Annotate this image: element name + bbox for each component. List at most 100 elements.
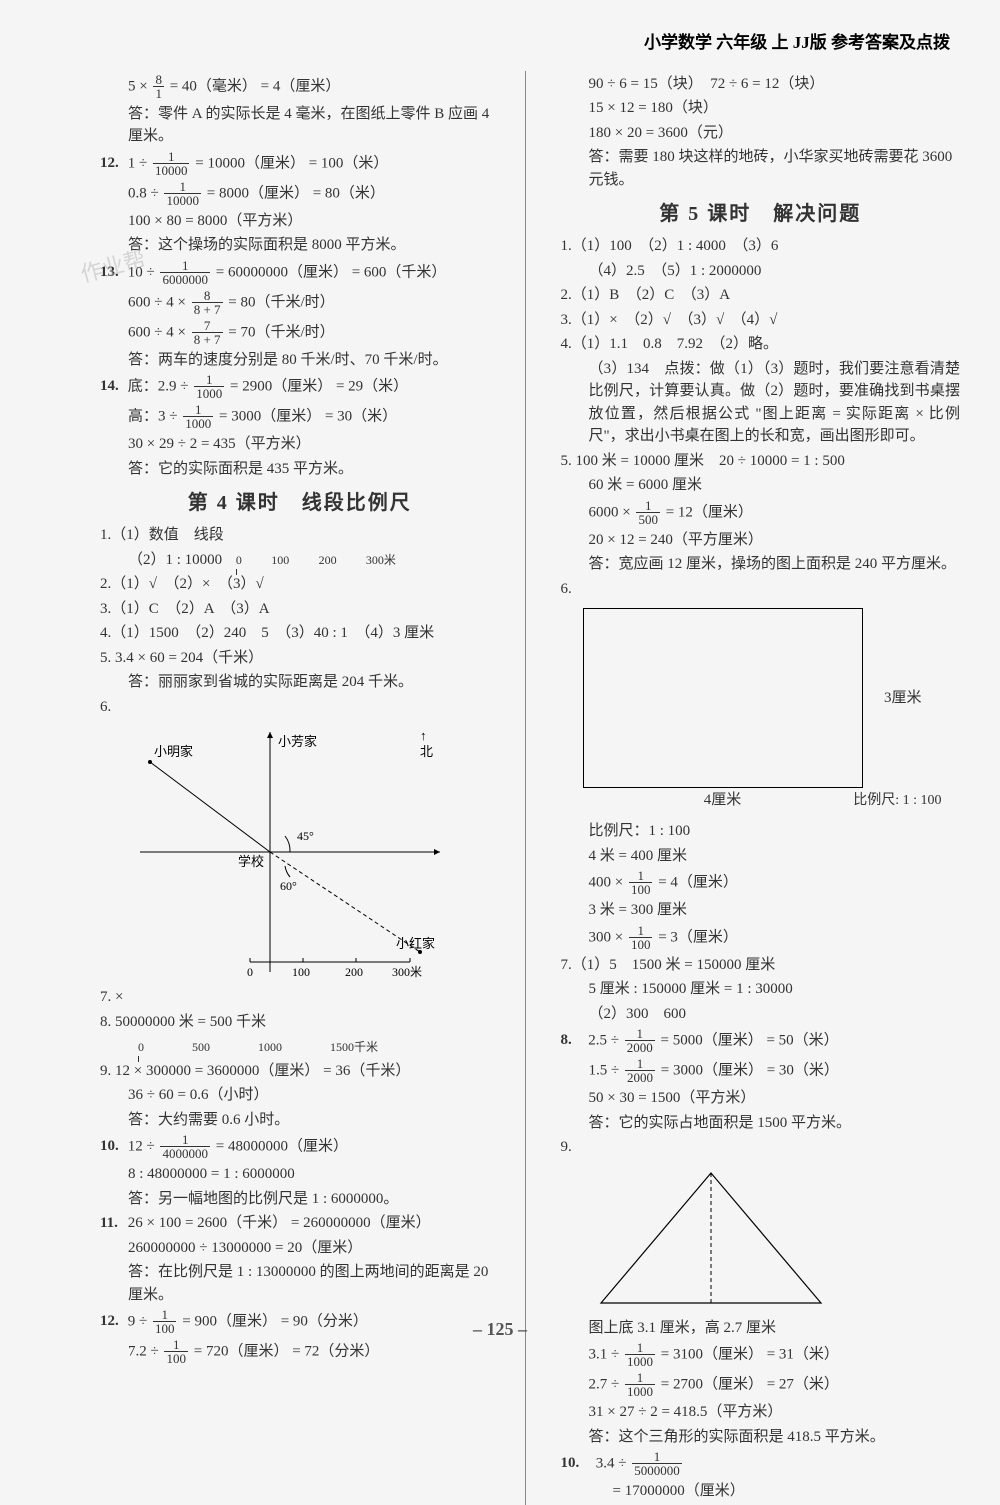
q13: 13. 10 ÷ 16000000 = 60000000（厘米） = 600（千… <box>100 259 500 287</box>
text: 3.4 ÷ <box>596 1455 630 1471</box>
expr-line: 60 米 = 6000 厘米 <box>561 474 961 497</box>
s4-q6: 6. <box>100 696 500 719</box>
text: 6000 × <box>589 504 635 520</box>
text: 5 × <box>128 78 151 94</box>
s4-q3: 3.（1）C （2）A （3）A <box>100 598 500 621</box>
expr-line: = 17000000（厘米） <box>561 1480 961 1503</box>
expr-line: 15 × 12 = 180（块） <box>561 97 961 120</box>
main-content: 5 × 81 = 40（毫米） = 4（厘米） 答：零件 A 的实际长是 4 毫… <box>40 71 960 1505</box>
expr-line: 36 ÷ 60 = 0.6（小时） <box>100 1084 500 1107</box>
expr-line: 5 × 81 = 40（毫米） = 4（厘米） <box>100 73 500 101</box>
fraction: 1500 <box>636 499 660 527</box>
s4-q2: 2.（1）√ （2）× （3）√ <box>100 573 500 596</box>
right-column: 90 ÷ 6 = 15（块） 72 ÷ 6 = 12（块） 15 × 12 = … <box>551 71 961 1505</box>
text: 底：2.9 ÷ <box>128 378 192 394</box>
text: = 2900（厘米） = 29（米） <box>230 378 408 394</box>
s4-q8: 8. 50000000 米 = 500 千米 <box>100 1011 500 1034</box>
text: = 5000（厘米） = 50（米） <box>660 1032 838 1048</box>
text: 1 ÷ <box>128 155 151 171</box>
expr-line: 50 × 30 = 1500（平方米） <box>561 1087 961 1110</box>
fraction: 11000 <box>183 403 213 431</box>
s4-q1-2: （2）1 : 10000 0 100 200 300米 <box>100 549 500 572</box>
text: = 720（厘米） = 72（分米） <box>194 1343 380 1359</box>
svg-text:北: 北 <box>420 744 433 759</box>
label: 13. <box>100 261 124 284</box>
fraction: 14000000 <box>160 1133 210 1161</box>
tick-label: 500 <box>192 1038 210 1056</box>
s5-q2: 2.（1）B （2）C （3）A <box>561 284 961 307</box>
fraction: 12000 <box>625 1027 655 1055</box>
tick-label: 1500千米 <box>330 1038 378 1056</box>
answer-line: 答：这个操场的实际面积是 8000 平方米。 <box>100 234 500 257</box>
label: 14. <box>100 375 124 398</box>
answer-line: 答：两车的速度分别是 80 千米/时、70 千米/时。 <box>100 349 500 372</box>
fraction: 88 + 7 <box>192 289 223 317</box>
text: = 10000（厘米） = 100（米） <box>195 155 388 171</box>
expr-line: 5 厘米 : 150000 厘米 = 1 : 30000 <box>561 978 961 1001</box>
fraction: 81 <box>153 73 164 101</box>
page-number: – 125 – <box>0 1316 1000 1343</box>
svg-text:学校: 学校 <box>238 854 264 869</box>
answer-line: 答：这个三角形的实际面积是 418.5 平方米。 <box>561 1426 961 1449</box>
svg-text:200: 200 <box>345 965 363 979</box>
section-5-title: 第 5 课时 解决问题 <box>561 199 961 229</box>
fraction: 15000000 <box>632 1450 682 1478</box>
tick-label: 100 <box>271 551 289 569</box>
text: 0.8 ÷ <box>128 185 162 201</box>
ruler-line: 0 500 1000 1500千米 <box>100 1035 500 1058</box>
s5-q1b: （4）2.5 （5）1 : 2000000 <box>561 260 961 283</box>
fraction: 11000 <box>625 1341 655 1369</box>
triangle-diagram <box>581 1163 841 1313</box>
rect-right-label: 3厘米 <box>884 687 922 710</box>
expr-line: 20 × 12 = 240（平方厘米） <box>561 529 961 552</box>
tick-label: 200 <box>319 551 337 569</box>
expr-line: 600 ÷ 4 × 88 + 7 = 80（千米/时） <box>100 289 500 317</box>
text: = 3000（厘米） = 30（米） <box>661 1062 839 1078</box>
svg-text:小芳家: 小芳家 <box>278 734 317 749</box>
expr-line: 高：3 ÷ 11000 = 3000（厘米） = 30（米） <box>100 403 500 431</box>
s5-q7: 7.（1）5 1500 米 = 150000 厘米 <box>561 954 961 977</box>
expr-line: 3.1 ÷ 11000 = 3100（厘米） = 31（米） <box>561 1341 961 1369</box>
expr-line: 0.8 ÷ 110000 = 8000（厘米） = 80（米） <box>100 180 500 208</box>
text: 2.7 ÷ <box>589 1376 623 1392</box>
expr-line: 31 × 27 ÷ 2 = 418.5（平方米） <box>561 1401 961 1424</box>
text: 26 × 100 = 2600（千米） = 260000000（厘米） <box>128 1215 431 1231</box>
expr-line: 180 × 20 = 3600（元） <box>561 122 961 145</box>
text: = 48000000（厘米） <box>216 1138 348 1154</box>
fraction: 78 + 7 <box>192 319 223 347</box>
text: = 2700（厘米） = 27（米） <box>661 1376 839 1392</box>
s4-q5: 5. 3.4 × 60 = 204（千米） <box>100 647 500 670</box>
s4-q9: 9. 12 × 300000 = 3600000（厘米） = 36（千米） <box>100 1060 500 1083</box>
expr-line: 90 ÷ 6 = 15（块） 72 ÷ 6 = 12（块） <box>561 73 961 96</box>
text: （2）1 : 10000 <box>128 552 222 568</box>
s5-q3: 3.（1）× （2）√ （3）√ （4）√ <box>561 309 961 332</box>
s5-q5: 5. 100 米 = 10000 厘米 20 ÷ 10000 = 1 : 500 <box>561 450 961 473</box>
svg-text:小明家: 小明家 <box>154 744 193 759</box>
svg-text:小红家: 小红家 <box>396 936 435 951</box>
scale-ruler: 0 100 200 300米 <box>236 551 396 569</box>
text: = 3100（厘米） = 31（米） <box>661 1346 839 1362</box>
section-4-title: 第 4 课时 线段比例尺 <box>100 488 500 518</box>
svg-text:0: 0 <box>247 965 253 979</box>
label: 10. <box>100 1135 124 1158</box>
left-column: 5 × 81 = 40（毫米） = 4（厘米） 答：零件 A 的实际长是 4 毫… <box>40 71 500 1505</box>
fraction: 1100 <box>629 924 653 952</box>
text: = 40（毫米） = 4（厘米） <box>170 78 341 94</box>
s5-q10: 10. 3.4 ÷ 15000000 <box>561 1450 961 1478</box>
expr-line: 600 ÷ 4 × 78 + 7 = 70（千米/时） <box>100 319 500 347</box>
text: 3.1 ÷ <box>589 1346 623 1362</box>
tick-label: 0 <box>236 551 242 569</box>
answer-line: 答：它的实际面积是 435 平方米。 <box>100 458 500 481</box>
expr-line: 30 × 29 ÷ 2 = 435（平方米） <box>100 433 500 456</box>
column-divider <box>525 71 526 1505</box>
text: 2.5 ÷ <box>588 1032 622 1048</box>
s5-q4b: （3）134 点拨：做（1）（3）题时，我们要注意看清楚比例尺，计算要认真。做（… <box>561 358 961 448</box>
text: 10 ÷ <box>128 264 159 280</box>
rect-bottom-label: 4厘米 <box>704 789 742 812</box>
s5-q1: 1.（1）100 （2）1 : 4000 （3）6 <box>561 235 961 258</box>
text: = 3（厘米） <box>658 929 738 945</box>
text: 1.5 ÷ <box>589 1062 623 1078</box>
expr-line: 3 米 = 300 厘米 <box>561 899 961 922</box>
q12: 12. 1 ÷ 110000 = 10000（厘米） = 100（米） <box>100 150 500 178</box>
svg-text:45°: 45° <box>297 829 314 843</box>
